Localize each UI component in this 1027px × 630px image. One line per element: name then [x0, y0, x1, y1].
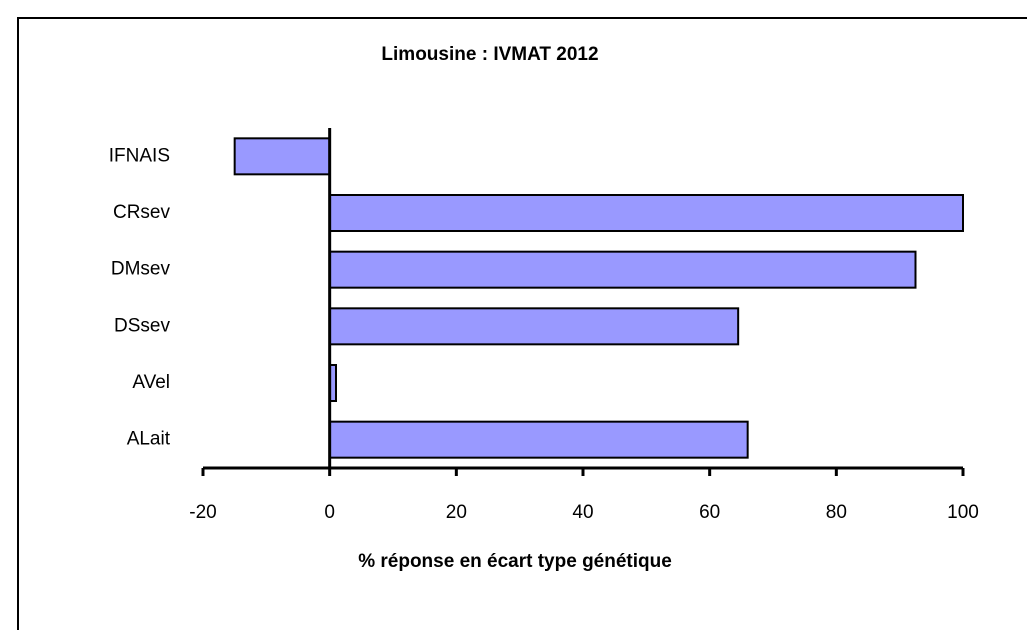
y-tick-label: DMsev — [111, 259, 171, 280]
x-axis-label: % réponse en écart type génétique — [358, 551, 672, 572]
x-tick-label: 80 — [826, 502, 847, 523]
y-tick-label: DSsev — [114, 315, 170, 336]
y-tick-label: IFNAIS — [109, 145, 170, 166]
chart-title: Limousine : IVMAT 2012 — [381, 44, 598, 65]
x-tick-label: 100 — [947, 502, 979, 523]
bar — [328, 194, 964, 232]
x-tick-label: 0 — [324, 502, 335, 523]
y-tick-label: CRsev — [113, 202, 171, 223]
x-tick-label: -20 — [189, 502, 216, 523]
bar — [328, 307, 740, 346]
y-tick-label: ALait — [127, 429, 171, 450]
bar — [233, 137, 331, 176]
bar — [328, 250, 917, 289]
x-tick-label: 60 — [699, 502, 720, 523]
bar — [328, 420, 749, 459]
x-tick-label: 40 — [572, 502, 593, 523]
y-tick-label: AVel — [132, 372, 170, 393]
x-tick-label: 20 — [446, 502, 467, 523]
